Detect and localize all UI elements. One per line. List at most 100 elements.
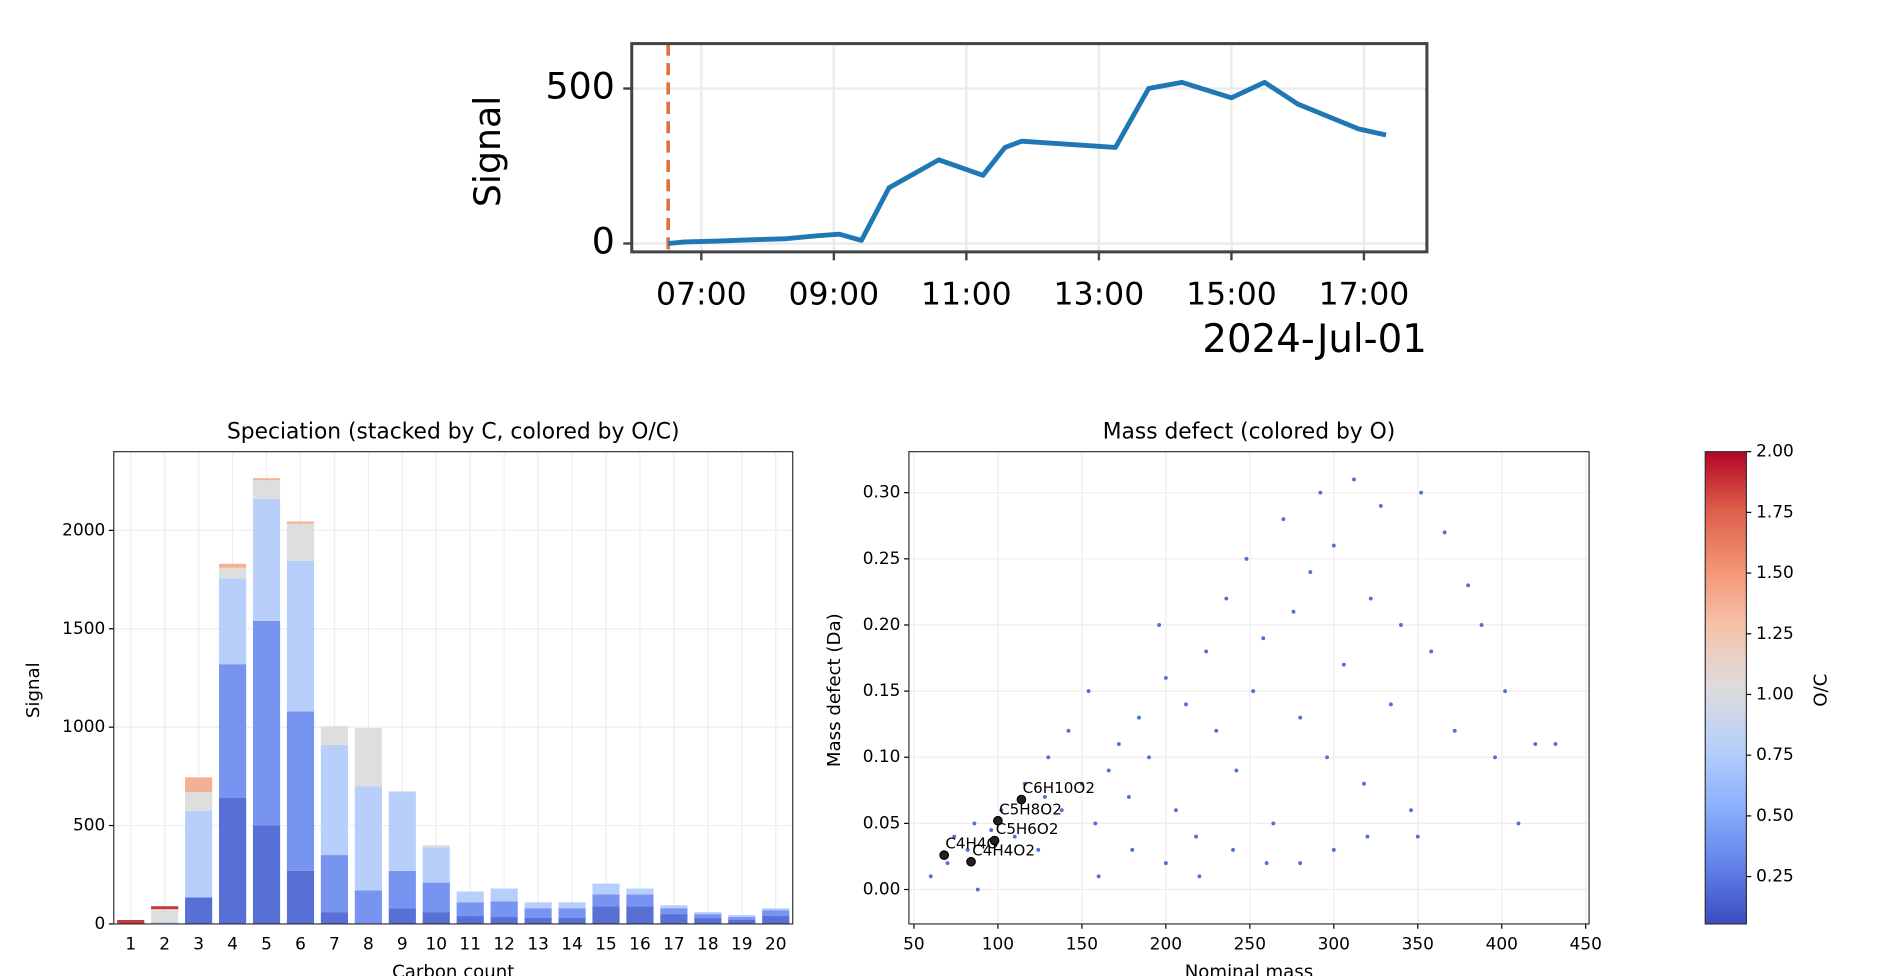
bar-segment — [388, 908, 416, 924]
x-tick-label: 1 — [125, 934, 136, 954]
scatter-point — [965, 847, 970, 852]
x-axis-label: 2024-Jul-01 — [1202, 317, 1427, 362]
scatter-point — [1352, 477, 1356, 482]
y-tick-label: 1000 — [62, 716, 105, 736]
scatter-point — [1147, 755, 1151, 760]
x-tick-label: 8 — [363, 934, 374, 954]
scatter-point — [1261, 636, 1266, 641]
scatter-point — [1388, 702, 1393, 707]
point-label: C6H10O2 — [1023, 779, 1095, 797]
x-tick-label: 20 — [765, 934, 787, 954]
scatter-point — [1281, 517, 1286, 522]
bar-segment — [660, 914, 688, 924]
scatter-point — [1298, 715, 1303, 720]
scatter-point — [1126, 794, 1131, 799]
bar-segment — [388, 870, 416, 909]
y-tick-label: 500 — [546, 65, 615, 108]
x-tick-label: 16 — [629, 934, 651, 954]
bar-segment — [728, 915, 756, 918]
bar-segment — [422, 912, 450, 924]
bar-segment — [456, 891, 484, 903]
bar-segment — [252, 498, 281, 621]
scatter-point — [1318, 490, 1323, 495]
bar-segment — [490, 917, 518, 924]
x-tick-label: 300 — [1318, 934, 1350, 954]
bar-segment — [151, 909, 179, 922]
scatter-point — [1224, 596, 1229, 601]
bar-segment — [762, 910, 790, 917]
scatter-point — [1173, 808, 1178, 813]
scatter-point — [1066, 728, 1071, 733]
x-tick-label: 10 — [425, 934, 447, 954]
bar-segment — [219, 563, 247, 568]
y-tick-label: 500 — [73, 815, 105, 835]
scatter-point — [1106, 768, 1111, 773]
bar-segment — [626, 888, 654, 895]
bar-segment — [219, 797, 247, 924]
bar-segment — [524, 908, 552, 919]
x-tick-label: 5 — [261, 934, 272, 954]
colorbar-tick-label: 0.25 — [1756, 866, 1794, 886]
scatter-point — [1378, 503, 1383, 508]
scatter-point — [1251, 689, 1256, 694]
colorbar-tick-label: 0.50 — [1756, 805, 1794, 825]
scatter-point — [1399, 623, 1403, 627]
y-tick-label: 0.10 — [863, 746, 901, 766]
x-tick-label: 50 — [903, 934, 925, 954]
scatter-point — [999, 808, 1004, 813]
point-label: C4H4O — [945, 835, 998, 853]
y-tick-label: 0.30 — [863, 482, 901, 502]
highlight-point — [989, 835, 1000, 846]
bar-segment — [388, 791, 416, 793]
bar-segment — [626, 906, 654, 924]
scatter-point — [1553, 742, 1558, 746]
scatter-point — [1231, 847, 1235, 852]
bar-segment — [558, 902, 586, 909]
y-tick-label: 0.15 — [863, 680, 901, 700]
scatter-point — [989, 828, 994, 832]
x-axis-label: Nominal mass — [1185, 961, 1313, 976]
scatter-point — [1442, 530, 1447, 535]
scatter-point — [1157, 623, 1162, 627]
bar-segment — [694, 918, 722, 924]
y-tick-label: 0.00 — [863, 879, 901, 899]
x-axis-label: Carbon count — [392, 961, 514, 976]
colorbar — [1704, 451, 1748, 925]
bar-segment — [185, 810, 213, 898]
plot-frame — [113, 451, 794, 925]
scatter-point — [1036, 847, 1041, 852]
bar-segment — [185, 792, 213, 811]
x-tick-label: 150 — [1066, 934, 1098, 954]
scatter-point — [1163, 675, 1168, 680]
bar-segment — [456, 916, 484, 924]
scatter-point — [1466, 583, 1471, 588]
x-tick-label: 4 — [227, 934, 238, 954]
bar-segment — [219, 578, 247, 665]
scatter-point — [1493, 755, 1497, 760]
x-tick-label: 17:00 — [1319, 276, 1410, 312]
x-tick-label: 7 — [329, 934, 340, 954]
scatter-point — [1194, 834, 1199, 839]
x-tick-label: 18 — [697, 934, 719, 954]
bar-segment — [592, 883, 620, 895]
scatter-point — [1271, 821, 1276, 826]
bar-segment — [354, 890, 382, 924]
bar-segment — [694, 914, 722, 919]
bar-segment — [151, 906, 179, 910]
scatter-point — [1415, 834, 1420, 839]
x-tick-label: 07:00 — [656, 276, 747, 312]
scatter-point — [1012, 834, 1017, 839]
x-tick-label: 15 — [595, 934, 617, 954]
scatter-point — [1137, 715, 1141, 720]
bar-segment — [320, 744, 349, 856]
scatter-point — [1516, 821, 1521, 826]
y-tick-label: 0 — [95, 913, 106, 933]
bar-segment — [286, 711, 315, 871]
x-tick-label: 17 — [663, 934, 685, 954]
bar-segment — [219, 664, 247, 798]
scatter-point — [1059, 808, 1064, 813]
bar-segment — [422, 845, 450, 848]
y-tick-label: 2000 — [62, 519, 105, 539]
scatter-point — [952, 834, 957, 839]
y-tick-label: 0.20 — [863, 614, 901, 634]
